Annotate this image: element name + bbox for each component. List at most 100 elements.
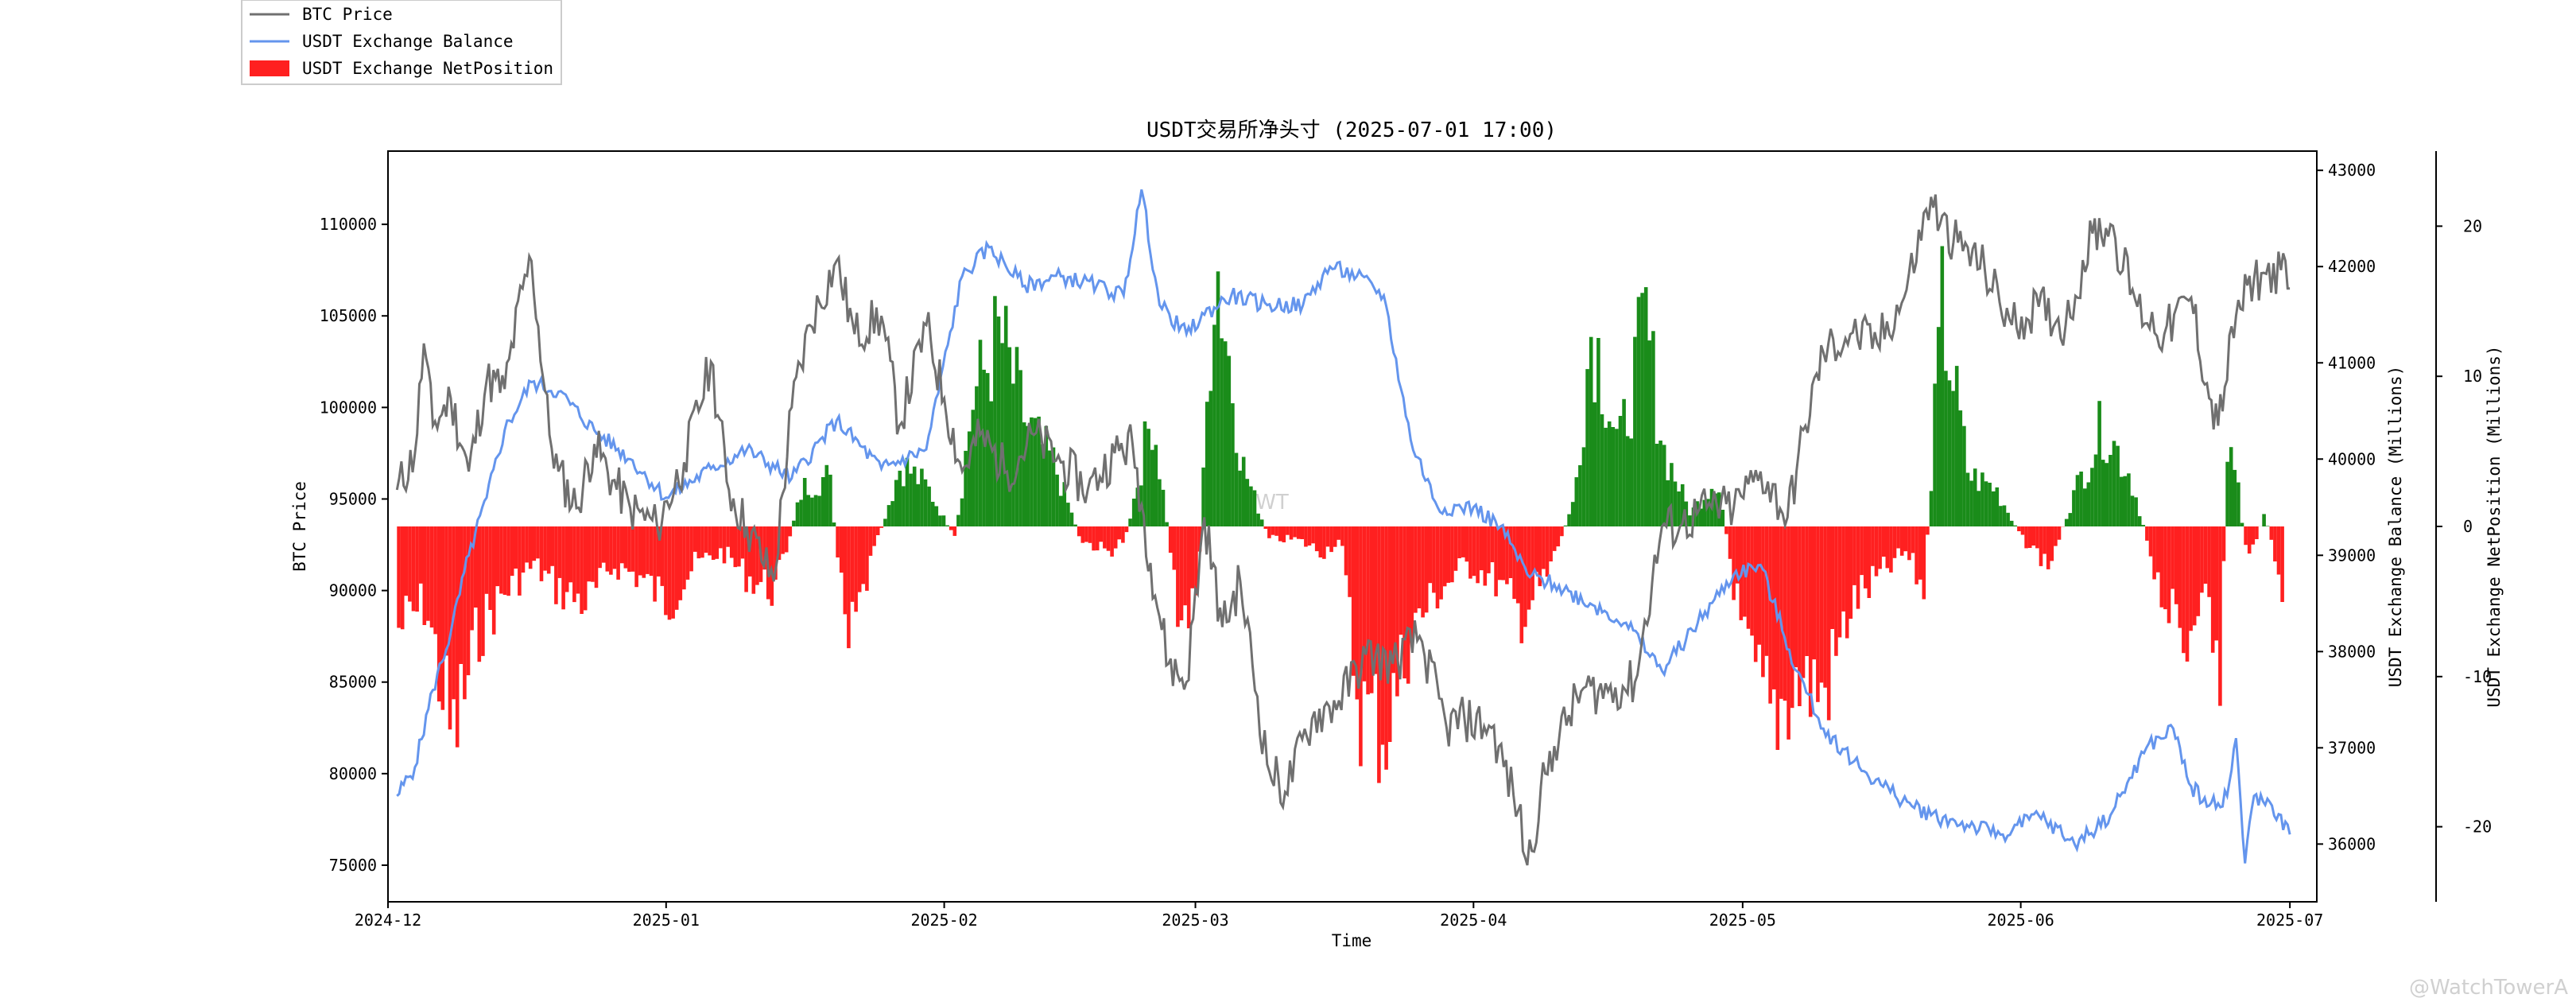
netposition-bar-negative — [784, 526, 789, 553]
netposition-bar-negative — [1369, 526, 1374, 693]
netposition-bar-negative — [1860, 526, 1864, 576]
netposition-bar-negative — [653, 526, 657, 602]
netposition-bar-negative — [1899, 526, 1904, 556]
faint-watermark: WT — [1255, 491, 1289, 515]
netposition-bar-negative — [1329, 526, 1333, 553]
netposition-bar-negative — [601, 526, 606, 563]
netposition-bar-negative — [2273, 526, 2277, 561]
netposition-bar-positive — [934, 506, 939, 526]
netposition-bar-negative — [1271, 526, 1275, 535]
left-tick-label: 90000 — [329, 581, 377, 600]
x-tick-label: 2025-04 — [1440, 911, 1507, 930]
netposition-bar-negative — [854, 526, 858, 612]
netposition-bar-negative — [1274, 526, 1278, 536]
netposition-bar-positive — [923, 479, 928, 526]
netposition-bar-positive — [894, 480, 898, 526]
netposition-bar-negative — [415, 526, 419, 612]
right1-tick-label: 37000 — [2328, 738, 2376, 757]
netposition-bar-negative — [2152, 526, 2156, 580]
netposition-bar-negative — [1110, 526, 1114, 557]
netposition-bar-positive — [1259, 519, 1264, 526]
netposition-bar-positive — [1201, 467, 1205, 526]
netposition-bar-negative — [1487, 526, 1491, 573]
netposition-bar-negative — [861, 526, 866, 584]
netposition-bar-positive — [1131, 499, 1136, 526]
netposition-bar-negative — [1732, 526, 1736, 600]
netposition-bar-positive — [1022, 422, 1026, 526]
right1-y-axis: 36000 37000 38000 39000 40000 41000 42000 43000 — [2317, 161, 2376, 853]
netposition-bar-negative — [1746, 526, 1751, 629]
netposition-bar-negative — [1779, 526, 1783, 699]
netposition-bar-negative — [1103, 526, 1107, 549]
netposition-bar-positive — [832, 522, 836, 526]
netposition-bar-negative — [1761, 526, 1765, 678]
right2-tick-label: 0 — [2463, 517, 2473, 536]
netposition-bar-negative — [1417, 526, 1422, 608]
netposition-bar-positive — [1702, 499, 1707, 526]
netposition-bar-negative — [755, 526, 759, 585]
left-tick-label: 85000 — [329, 673, 377, 692]
netposition-bar-negative — [1318, 526, 1323, 557]
netposition-bar-negative — [470, 526, 474, 631]
netposition-bar-negative — [1406, 526, 1410, 684]
netposition-bar-negative — [1446, 526, 1451, 583]
netposition-bar-negative — [1775, 526, 1780, 750]
netposition-bar-negative — [444, 526, 448, 656]
netposition-bar-negative — [1424, 526, 1429, 613]
netposition-bar-positive — [2068, 513, 2073, 526]
netposition-bar-positive — [1589, 336, 1593, 526]
netposition-bar-negative — [1410, 526, 1414, 639]
netposition-bar-positive — [890, 501, 894, 526]
netposition-bar-negative — [1808, 526, 1813, 717]
netposition-bar-positive — [1615, 429, 1619, 526]
netposition-bar-positive — [1037, 416, 1041, 526]
netposition-bar-positive — [2072, 490, 2076, 526]
netposition-bar-negative — [2255, 526, 2259, 539]
netposition-bar-negative — [1092, 526, 1096, 551]
netposition-bar-positive — [2006, 512, 2010, 526]
netposition-bar-negative — [630, 526, 635, 572]
netposition-bar-negative — [1519, 526, 1524, 643]
netposition-bar-negative — [543, 526, 547, 571]
netposition-bar-negative — [1878, 526, 1882, 569]
netposition-bar-negative — [729, 526, 734, 558]
netposition-bar-negative — [1837, 526, 1842, 638]
netposition-bar-positive — [1673, 481, 1678, 526]
netposition-bar-positive — [975, 386, 979, 526]
netposition-bar-negative — [550, 526, 555, 566]
netposition-bar-negative — [587, 526, 592, 582]
netposition-bar-negative — [2207, 526, 2211, 597]
legend-frame — [241, 0, 562, 85]
netposition-bar-negative — [1479, 526, 1484, 571]
x-tick-label: 2025-01 — [633, 911, 700, 930]
netposition-bar-negative — [532, 526, 537, 561]
netposition-bar-negative — [546, 526, 551, 574]
netposition-bar-negative — [2050, 526, 2054, 561]
netposition-bar-negative — [1560, 526, 1564, 537]
netposition-bar-negative — [1881, 526, 1886, 557]
netposition-bar-negative — [510, 526, 514, 577]
netposition-bar-positive — [1026, 425, 1030, 526]
right1-axis-label: USDT Exchange Balance (Millions) — [2386, 366, 2405, 688]
netposition-bar-negative — [737, 526, 741, 567]
netposition-bar-negative — [1325, 526, 1330, 547]
netposition-bar-negative — [2017, 526, 2021, 531]
netposition-bar-positive — [982, 369, 986, 526]
netposition-bar-negative — [448, 526, 452, 730]
netposition-bar-negative — [1472, 526, 1476, 577]
netposition-bar-negative — [646, 526, 650, 574]
netposition-bar-positive — [1249, 486, 1253, 526]
netposition-bar-negative — [1819, 526, 1824, 683]
netposition-bar-negative — [1764, 526, 1769, 656]
netposition-bar-negative — [411, 526, 416, 612]
netposition-bar-negative — [700, 526, 704, 558]
netposition-bar-positive — [1600, 414, 1604, 526]
netposition-bar-negative — [1380, 526, 1385, 745]
netposition-bar-negative — [408, 526, 412, 602]
netposition-bar-negative — [1465, 526, 1469, 562]
netposition-bar-negative — [1314, 526, 1319, 552]
netposition-bar-positive — [817, 495, 821, 526]
netposition-bar-positive — [1991, 491, 1996, 526]
netposition-bar-negative — [762, 526, 766, 570]
netposition-bar-negative — [1841, 526, 1845, 612]
